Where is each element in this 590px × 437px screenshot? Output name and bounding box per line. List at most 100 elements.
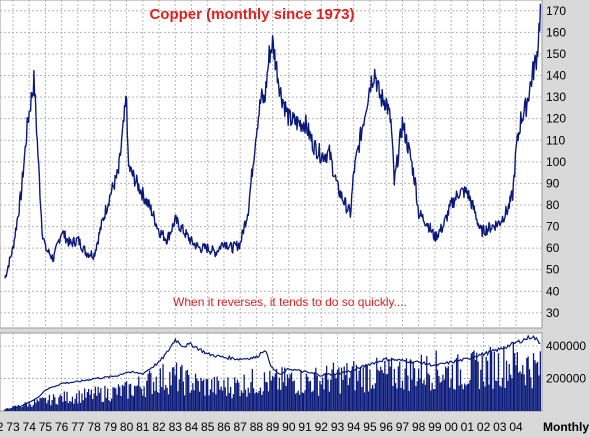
volume-bar	[226, 395, 228, 411]
volume-bar	[415, 386, 417, 411]
volume-bar	[16, 407, 18, 411]
x-tick-label: 94	[347, 420, 361, 434]
volume-bar	[285, 385, 287, 411]
volume-bar	[155, 376, 157, 411]
volume-bar	[56, 404, 59, 411]
volume-bar	[470, 353, 472, 411]
price-y-tick-label: 50	[546, 263, 560, 277]
volume-bar	[4, 409, 6, 411]
volume-bar	[446, 368, 448, 411]
volume-bar	[407, 375, 409, 411]
price-y-tick-label: 90	[546, 176, 560, 190]
volume-bar	[17, 404, 19, 411]
volume-bar	[290, 372, 293, 411]
volume-bar	[313, 372, 316, 411]
volume-bar	[77, 403, 79, 411]
volume-bar	[261, 394, 263, 411]
volume-y-tick-label: 400000	[546, 339, 586, 353]
x-tick-label: 72	[0, 420, 4, 434]
volume-bar	[524, 385, 527, 411]
volume-bar	[63, 391, 65, 411]
volume-bar	[175, 362, 178, 411]
volume-bar	[385, 374, 387, 411]
volume-bar	[492, 388, 494, 411]
volume-bar	[207, 379, 209, 411]
volume-bar	[464, 383, 466, 411]
volume-bar	[299, 394, 301, 411]
volume-bar	[474, 360, 477, 411]
volume-bar	[89, 394, 91, 411]
x-tick-label: 85	[201, 420, 215, 434]
volume-bar	[449, 387, 451, 411]
price-y-tick-label: 80	[546, 198, 560, 212]
volume-bar	[534, 360, 536, 411]
volume-bar	[136, 385, 138, 411]
volume-bar	[119, 386, 121, 411]
frequency-label: Monthly	[543, 420, 589, 434]
volume-bar	[253, 388, 255, 411]
x-tick-label: 79	[104, 420, 118, 434]
volume-bar	[436, 369, 439, 411]
volume-bar	[32, 404, 34, 411]
volume-bar	[450, 378, 452, 411]
volume-bars	[4, 342, 541, 411]
volume-bar	[431, 382, 433, 411]
volume-bar	[259, 387, 262, 411]
volume-bar	[323, 389, 325, 411]
volume-bar	[335, 378, 337, 411]
volume-bar	[488, 384, 490, 411]
volume-bar	[182, 381, 184, 411]
volume-bar	[52, 394, 55, 411]
volume-bar	[538, 375, 540, 411]
volume-bar	[434, 389, 436, 411]
volume-bar	[115, 388, 117, 411]
volume-bar	[73, 403, 75, 411]
volume-bar	[116, 394, 118, 411]
volume-bar	[443, 379, 445, 411]
volume-bar	[491, 351, 493, 411]
volume-bar	[282, 382, 285, 411]
volume-bar	[50, 405, 52, 411]
volume-bar	[493, 351, 495, 411]
volume-bar	[269, 370, 271, 411]
volume-bar	[132, 396, 134, 411]
volume-bar	[416, 381, 418, 411]
volume-bar	[92, 399, 94, 411]
volume-bar	[184, 395, 186, 411]
volume-bar	[286, 374, 289, 411]
volume-bar	[102, 401, 105, 411]
volume-bar	[496, 380, 498, 411]
volume-bar	[273, 377, 275, 411]
volume-bar	[38, 401, 40, 411]
volume-bar	[158, 392, 160, 411]
volume-bar	[485, 356, 487, 411]
volume-bar	[469, 379, 471, 411]
volume-bar	[127, 398, 129, 411]
volume-bar	[69, 401, 71, 411]
volume-bar	[412, 361, 414, 411]
x-tick-label: 83	[169, 420, 183, 434]
volume-bar	[231, 398, 233, 411]
volume-bar	[381, 370, 383, 411]
volume-bar	[293, 380, 295, 411]
volume-bar	[212, 392, 214, 411]
volume-bar	[23, 405, 25, 411]
volume-bar	[219, 389, 221, 411]
volume-bar	[432, 389, 435, 411]
volume-bar	[478, 389, 481, 411]
volume-bar	[418, 368, 420, 411]
volume-bar	[239, 396, 241, 411]
volume-bar	[359, 366, 362, 411]
volume-bar	[455, 357, 458, 411]
volume-bar	[47, 400, 49, 411]
volume-bar	[281, 367, 283, 411]
volume-bar	[399, 361, 401, 411]
volume-bar	[477, 361, 479, 411]
volume-bar	[303, 393, 305, 411]
volume-bar	[366, 366, 368, 411]
volume-bar	[537, 361, 539, 411]
volume-bar	[51, 400, 53, 411]
volume-bar	[499, 385, 501, 411]
volume-bar	[244, 389, 247, 411]
volume-bar	[461, 384, 463, 411]
